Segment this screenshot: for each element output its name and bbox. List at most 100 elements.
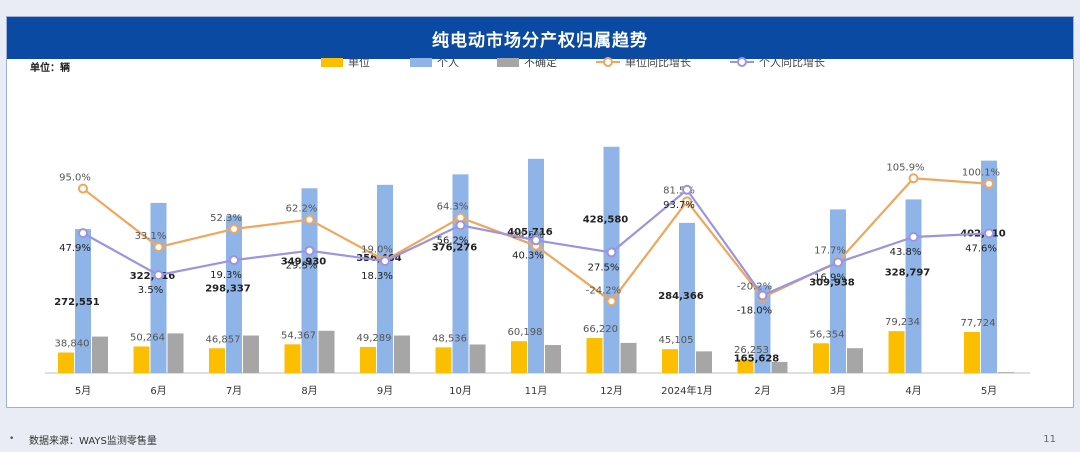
personal-yoy-value-label: 19.3% (210, 270, 242, 281)
unit-value-label: 77,724 (961, 318, 996, 329)
bar-unit (133, 346, 150, 373)
bar-uncertain (318, 330, 335, 373)
personal-yoy-value-label: 27.5% (588, 262, 620, 273)
bar-uncertain (771, 361, 788, 373)
x-tick-label: 2月 (754, 385, 770, 397)
unit-yoy-value-label: 52.3% (210, 213, 242, 224)
unit-yoy-value-label: 33.1% (135, 231, 167, 242)
personal-value-label: 284,366 (658, 291, 704, 302)
unit-yoy-value-label: 95.0% (59, 173, 91, 184)
personal-yoy-point (682, 184, 692, 195)
personal-yoy-value-label: 56.2% (437, 235, 469, 246)
personal-yoy-point (984, 228, 994, 239)
bar-uncertain (696, 351, 712, 373)
personal-value-label: 328,797 (885, 267, 931, 278)
x-tick-label: 3月 (830, 385, 846, 397)
bar-personal (679, 222, 695, 373)
unit-value-label: 54,367 (281, 330, 316, 341)
personal-yoy-point (153, 270, 164, 281)
bar-uncertain (167, 333, 184, 373)
bar-unit (888, 331, 905, 373)
bar-uncertain (847, 348, 863, 373)
unit-yoy-point (153, 242, 164, 253)
personal-value-label: 272,551 (54, 297, 100, 308)
x-tick-label: 9月 (377, 385, 393, 397)
bar-uncertain (620, 342, 637, 373)
bar-uncertain (394, 335, 410, 373)
personal-yoy-value-label: 93.7% (663, 200, 695, 211)
legend: 单位 个人 不确定 单位同比增长 个人同比增长 (0, 54, 1080, 74)
legend-personal: 个人 (410, 54, 459, 70)
legend-unit-yoy-swatch (596, 57, 620, 67)
bar-uncertain (545, 345, 561, 373)
unit-yoy-value-label: -24.2% (586, 285, 621, 296)
bar-personal (301, 188, 318, 373)
unit-value-label: 56,354 (810, 329, 845, 340)
page-number: 11 (1043, 434, 1056, 445)
bar-unit (435, 347, 452, 373)
unit-yoy-value-label: 64.3% (437, 202, 469, 213)
bar-personal (226, 215, 242, 373)
legend-uncertain-swatch (497, 57, 519, 67)
personal-yoy-value-label: 43.8% (890, 247, 922, 258)
bar-personal (981, 160, 997, 373)
unit-value-label: 45,105 (659, 335, 694, 346)
unit-value-label: 38,840 (55, 338, 90, 349)
personal-yoy-point (757, 290, 768, 301)
legend-unit-swatch (321, 57, 343, 67)
personal-yoy-point (229, 255, 239, 266)
footer-bullet: • (9, 434, 15, 444)
personal-yoy-value-label: 29.3% (286, 261, 318, 272)
unit-value-label: 49,289 (357, 333, 392, 344)
x-tick-label: 10月 (449, 385, 472, 397)
bar-uncertain (243, 335, 259, 373)
personal-value-label: 322,216 (130, 271, 176, 282)
bar-unit (58, 352, 74, 373)
unit-yoy-value-label: 34.5% (512, 230, 544, 241)
personal-yoy-point (531, 235, 541, 246)
data-source-note: 数据来源：WAYS监测零售量 (29, 436, 157, 447)
personal-value-label: 298,337 (205, 284, 251, 295)
unit-yoy-value-label: 100.1% (962, 168, 1000, 179)
unit-yoy-point (304, 214, 315, 225)
unit-yoy-point (606, 296, 617, 307)
personal-yoy-value-label: 3.5% (138, 285, 163, 296)
bar-uncertain (92, 336, 108, 373)
bar-unit (964, 331, 980, 373)
personal-yoy-value-label: 47.6% (965, 243, 997, 254)
personal-value-label: 376,276 (432, 242, 478, 253)
bar-unit (511, 341, 527, 373)
personal-yoy-point (455, 220, 466, 231)
unit-value-label: 66,220 (583, 324, 618, 335)
x-tick-label: 7月 (226, 385, 242, 397)
personal-value-label: 405,716 (507, 227, 553, 238)
personal-yoy-point (78, 228, 88, 239)
personal-yoy-value-label: 40.3% (512, 250, 544, 261)
x-tick-label: 11月 (525, 385, 548, 397)
bar-personal (754, 285, 771, 373)
personal-yoy-point (380, 256, 390, 267)
unit-yoy-value-label: 105.9% (886, 162, 924, 173)
unit-yoy-point (908, 173, 919, 184)
unit-yoy-point (984, 178, 994, 189)
legend-unit: 单位 (321, 54, 370, 70)
bar-unit (662, 349, 678, 373)
unit-yoy-point (682, 196, 692, 207)
legend-personal-yoy-label: 个人同比增长 (759, 56, 825, 69)
bar-unit (737, 359, 754, 373)
legend-personal-swatch (410, 57, 432, 67)
unit-value-label: 50,264 (130, 332, 165, 343)
x-tick-label: 4月 (905, 385, 921, 397)
legend-personal-yoy: 个人同比增长 (730, 54, 825, 70)
personal-value-label: 309,938 (809, 277, 855, 288)
bar-unit (586, 338, 603, 373)
personal-value-label: 165,628 (734, 354, 780, 365)
personal-yoy-value-label: 18.3% (361, 271, 393, 282)
legend-personal-yoy-swatch (730, 57, 754, 67)
personal-yoy-point (833, 257, 843, 268)
personal-yoy-point (304, 245, 315, 256)
personal-yoy-point (606, 247, 617, 258)
unit-yoy-value-label: 81.5% (663, 185, 695, 196)
x-tick-label: 12月 (600, 385, 623, 397)
personal-yoy-value-label: 47.9% (59, 243, 91, 254)
